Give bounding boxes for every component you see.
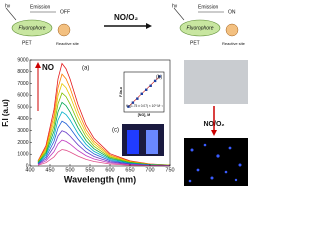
spectrum-line: [37, 73, 171, 166]
spectrum-line: [37, 62, 171, 166]
label: OFF: [60, 9, 70, 15]
reagent-label: NO/O₂: [114, 13, 138, 22]
y-tick-label: 7000: [17, 81, 28, 87]
point: [145, 88, 148, 91]
label: Fluorophore: [19, 25, 46, 31]
x-tick-label: 550: [85, 167, 94, 173]
y-tick-label: 5000: [17, 104, 28, 110]
site-shape: [57, 23, 71, 37]
arrow: [173, 7, 185, 21]
fluorophore-shape: [11, 19, 53, 37]
label: hν: [172, 3, 178, 9]
label: Emission: [198, 4, 219, 10]
x-tick-label: 600: [105, 167, 114, 173]
arrow: [5, 7, 17, 21]
point: [131, 101, 135, 104]
label: Reactive site: [56, 41, 80, 46]
arrow-head: [35, 62, 41, 68]
y-tick-label: 9000: [17, 57, 28, 63]
x-tick-label: 500: [65, 167, 74, 173]
equation: K=(1.75 ± 0.07) × 10⁵ M⁻¹: [126, 104, 163, 108]
y-tick-label: 4000: [17, 116, 28, 122]
y-tick-label: 6000: [17, 93, 28, 99]
point: [158, 75, 161, 78]
figure: Fluorophore hν Emission OFF PET Reactive…: [1, 3, 248, 186]
x-tick-label: 750: [165, 167, 174, 173]
cell-image-after: [184, 138, 248, 186]
vial: [127, 130, 139, 154]
plot-frame: [123, 71, 165, 113]
arrow-head: [146, 23, 152, 29]
y-tick-label: 8000: [17, 69, 28, 75]
spectrum-line: [37, 111, 171, 166]
label: Fluorophore: [187, 25, 214, 31]
annotation: NO: [42, 63, 54, 72]
x-tick-label: 700: [145, 167, 154, 173]
spectrum-line: [37, 82, 171, 166]
plot-frame: [29, 59, 171, 167]
y-axis-label: F.I/a.u: [119, 87, 123, 97]
x-axis-label: [NO], M: [138, 113, 151, 117]
arrow-head: [211, 130, 217, 136]
label: ON: [228, 9, 236, 15]
label: hν: [5, 3, 11, 9]
label: Reactive site: [222, 41, 246, 46]
cell-image-before: [184, 60, 248, 104]
label: PET: [22, 40, 32, 46]
x-tick-label: 400: [25, 167, 34, 173]
scheme-left: Fluorophore hν Emission OFF PET Reactive…: [5, 3, 80, 46]
scheme-right: Fluorophore hν Emission ON PET Reactive …: [172, 3, 246, 46]
y-tick-label: 1000: [17, 152, 28, 158]
vial: [146, 130, 158, 154]
x-tick-label: 450: [45, 167, 54, 173]
point: [136, 97, 139, 100]
label: Emission: [30, 4, 51, 10]
point: [127, 105, 130, 108]
label: PET: [190, 40, 200, 46]
spectrum-line: [37, 139, 171, 167]
cells: [188, 143, 242, 183]
panel-label: (c): [112, 128, 119, 134]
y-tick-label: 0: [26, 163, 29, 169]
y-tick-label: 2000: [17, 140, 28, 146]
y-tick-label: 3000: [17, 128, 28, 134]
point: [140, 92, 143, 95]
x-axis-label: Wavelength (nm): [64, 174, 136, 184]
panel-label: (a): [82, 66, 89, 72]
fluorophore-shape: [179, 19, 221, 37]
point: [153, 79, 157, 83]
y-axis-label: F.I (a.u): [1, 99, 10, 127]
spectrum-line: [37, 101, 171, 166]
spectrum-line: [37, 130, 171, 166]
spectrum-line: [37, 120, 171, 166]
site-shape: [225, 23, 239, 37]
x-tick-label: 650: [125, 167, 134, 173]
spectrum-line: [37, 149, 171, 167]
spectrum-line: [37, 92, 171, 166]
panel-label: (b): [156, 74, 162, 80]
point: [149, 84, 152, 87]
